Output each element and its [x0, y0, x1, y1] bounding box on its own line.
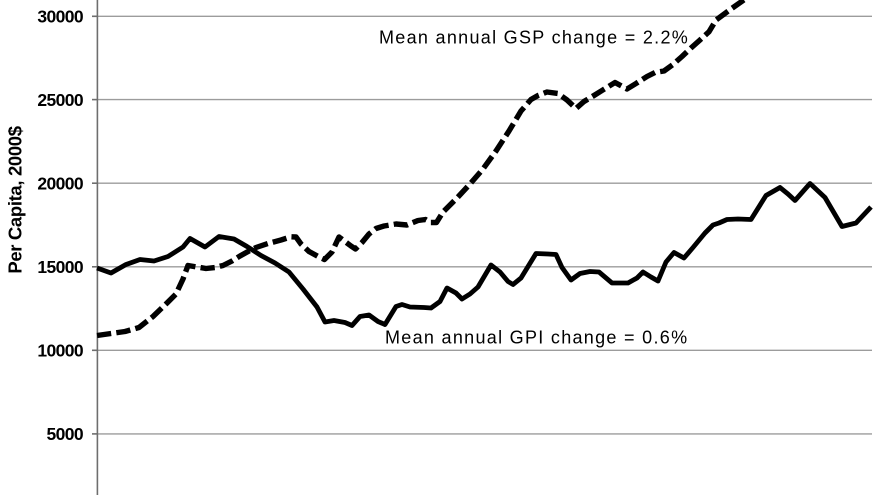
svg-text:30000: 30000	[37, 7, 84, 27]
svg-text:Mean annual GSP change = 2.2%: Mean annual GSP change = 2.2%	[379, 28, 689, 48]
svg-text:10000: 10000	[37, 341, 84, 361]
svg-text:20000: 20000	[37, 173, 84, 193]
svg-text:25000: 25000	[37, 90, 84, 110]
svg-text:15000: 15000	[37, 257, 84, 277]
svg-text:5000: 5000	[46, 424, 83, 444]
svg-text:Mean annual GPI change = 0.6%: Mean annual GPI change = 0.6%	[385, 328, 688, 348]
svg-text:Per Capita, 2000$: Per Capita, 2000$	[5, 125, 26, 273]
